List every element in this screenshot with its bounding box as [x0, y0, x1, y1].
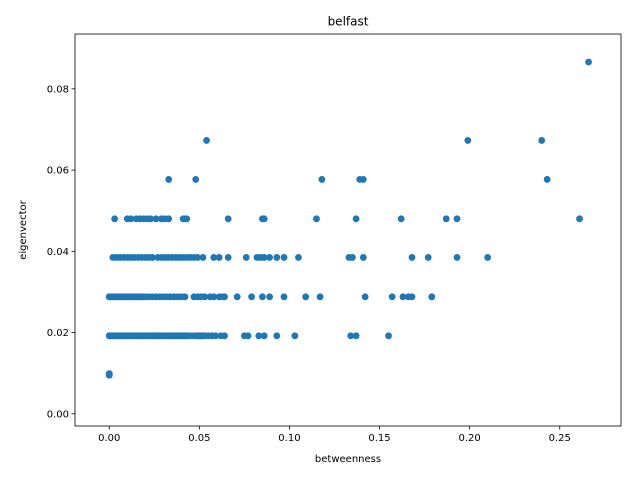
- data-point: [224, 215, 232, 223]
- y-tick-label: 0.04: [47, 247, 69, 258]
- data-point: [352, 215, 360, 223]
- y-tick-label: 0.08: [47, 84, 69, 95]
- data-point: [244, 332, 252, 340]
- chart-title: belfast: [328, 15, 369, 29]
- data-point: [576, 215, 583, 223]
- data-point: [318, 176, 326, 183]
- data-point: [260, 215, 268, 223]
- data-point: [221, 332, 228, 340]
- data-points: [105, 58, 592, 379]
- data-point: [359, 254, 367, 261]
- data-point: [210, 293, 218, 301]
- data-point: [280, 254, 288, 261]
- data-point: [316, 293, 324, 301]
- data-point: [408, 293, 416, 301]
- x-tick-label: 0.20: [459, 433, 481, 444]
- data-point: [266, 293, 274, 301]
- y-tick-label: 0.00: [47, 409, 69, 420]
- data-point: [203, 137, 210, 144]
- x-tick-label: 0.25: [549, 433, 571, 444]
- x-tick-label: 0.15: [368, 433, 390, 444]
- data-point: [260, 254, 268, 261]
- data-point: [221, 293, 228, 301]
- x-tick-label: 0.10: [278, 433, 300, 444]
- data-point: [194, 254, 201, 261]
- y-axis-ticks: 0.00 0.02 0.04 0.06 0.08: [47, 84, 75, 420]
- data-point: [538, 137, 546, 144]
- data-point: [273, 332, 281, 340]
- data-point: [464, 137, 472, 144]
- data-point: [105, 370, 113, 377]
- data-point: [233, 293, 241, 301]
- data-point: [215, 254, 223, 261]
- data-point: [408, 254, 416, 261]
- data-point: [260, 332, 268, 340]
- data-point: [397, 215, 405, 223]
- data-point: [585, 58, 592, 66]
- data-point: [242, 254, 250, 261]
- data-point: [388, 293, 396, 301]
- data-point: [484, 254, 492, 261]
- data-point: [359, 176, 367, 183]
- x-axis-ticks: 0.00 0.05 0.10 0.15 0.20 0.25: [98, 426, 571, 444]
- x-axis-label: betweenness: [315, 454, 381, 465]
- data-point: [424, 254, 432, 261]
- data-point: [295, 254, 302, 261]
- data-point: [165, 176, 173, 183]
- data-point: [291, 332, 299, 340]
- data-point: [442, 215, 450, 223]
- data-point: [273, 254, 281, 261]
- data-point: [313, 215, 320, 223]
- data-point: [147, 215, 155, 223]
- y-tick-label: 0.02: [47, 328, 69, 339]
- data-point: [224, 254, 232, 261]
- data-point: [266, 254, 274, 261]
- data-point: [352, 332, 360, 340]
- data-point: [302, 293, 310, 301]
- data-point: [210, 254, 218, 261]
- data-point: [349, 254, 356, 261]
- data-point: [255, 332, 263, 340]
- data-point: [347, 332, 355, 340]
- data-point: [192, 176, 200, 183]
- y-tick-label: 0.06: [47, 166, 69, 177]
- data-point: [543, 176, 551, 183]
- data-point: [259, 293, 266, 301]
- plot-frame: [74, 33, 622, 427]
- y-axis-label: eigenvector: [18, 199, 29, 259]
- data-point: [361, 293, 369, 301]
- data-point: [111, 215, 119, 223]
- data-point: [181, 293, 189, 301]
- data-point: [453, 254, 461, 261]
- data-point: [453, 215, 461, 223]
- x-tick-label: 0.05: [188, 433, 210, 444]
- data-point: [165, 215, 173, 223]
- data-point: [149, 254, 156, 261]
- x-tick-label: 0.00: [98, 433, 120, 444]
- data-point: [199, 254, 207, 261]
- data-point: [385, 332, 392, 340]
- data-point: [248, 293, 255, 301]
- data-point: [183, 215, 191, 223]
- data-point: [399, 293, 407, 301]
- data-point: [201, 293, 209, 301]
- data-point: [127, 215, 135, 223]
- data-point: [152, 215, 160, 223]
- data-point: [280, 293, 288, 301]
- data-point: [428, 293, 436, 301]
- data-point: [212, 332, 219, 340]
